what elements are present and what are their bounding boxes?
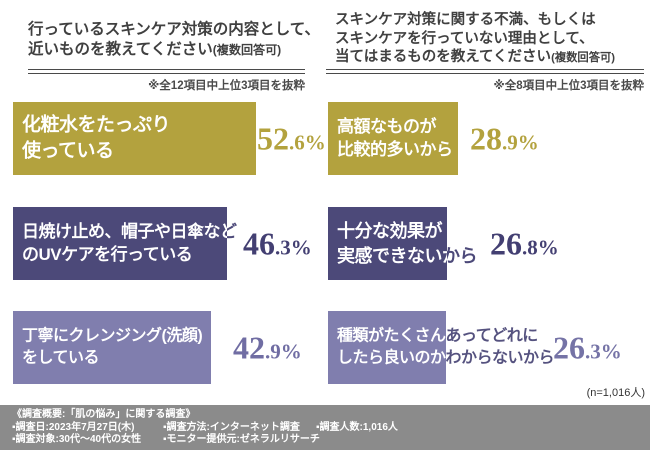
bar-row: 十分な効果が 実感できないから 26.8% [328, 207, 650, 280]
footer-item: ▪調査対象:30代〜40代の女性 [12, 434, 142, 445]
multiple-answer-note: (複数回答可) [551, 52, 616, 64]
footer-column: ▪調査日:2023年7月27日(木) ▪調査対象:30代〜40代の女性 [12, 422, 141, 446]
bar-value: 28.9% [470, 120, 539, 156]
bar [328, 207, 447, 280]
multiple-answer-note: (複数回答可) [212, 42, 282, 57]
bar-row: 日焼け止め、帽子や日傘など のUVケアを行っている 46.3% [13, 207, 328, 280]
sample-size-note: (n=1,016人) [586, 387, 645, 399]
bar [13, 311, 211, 384]
bar [13, 207, 227, 280]
bar-value: 52.6% [257, 120, 326, 156]
bar-label: 高額なものが 比較的多いから [337, 115, 453, 163]
bar [328, 311, 446, 384]
bar-label: 種類がたくさんあってどれに したら良いのかわからないから [337, 325, 554, 370]
bar [13, 102, 256, 175]
bar-label: 日焼け止め、帽子や日傘など のUVケアを行っている [22, 220, 237, 268]
bar-value: 26.8% [490, 225, 559, 261]
bar-value: 46.3% [243, 225, 312, 261]
footer-column: ▪調査方法:インターネット調査 ▪モニター提供元:ゼネラルリサーチ [163, 422, 320, 446]
survey-overview-footer: 《調査概要:「肌の悩み」に関する調査》 ▪調査日:2023年7月27日(木) ▪… [0, 405, 650, 450]
bar-value: 42.9% [233, 329, 302, 365]
footer-item: ▪調査日:2023年7月27日(木) [12, 422, 135, 433]
title-line: 近いものを教えてください(複数回答可) [28, 40, 282, 58]
left-question-title: 行っているスキンケア対策の内容として、 近いものを教えてください(複数回答可) [28, 20, 320, 60]
title-line: スキンケア対策に関する不満、もしくは [335, 12, 596, 28]
title-line: スキンケアを行っていない理由として、 [335, 30, 594, 47]
footer-item: ▪モニター提供元:ゼネラルリサーチ [163, 434, 320, 445]
footer-heading: 《調査概要:「肌の悩み」に関する調査》 [12, 409, 196, 420]
bar-row: 高額なものが 比較的多いから 28.9% [328, 102, 650, 175]
bar-label: 丁寧にクレンジング(洗顔) をしている [22, 325, 202, 370]
title-line: 行っているスキンケア対策の内容として、 [28, 21, 321, 38]
bar [328, 102, 458, 175]
left-extraction-note: ※全12項目中上位3項目を抜粋 [148, 80, 305, 92]
bar-row: 化粧水をたっぷり 使っている 52.6% [13, 102, 328, 175]
bar-row: 丁寧にクレンジング(洗顔) をしている 42.9% [13, 311, 328, 384]
bar-row: 種類がたくさんあってどれに したら良いのかわからないから 26.3% [328, 311, 650, 384]
title-line: 当てはまるものを教えてください(複数回答可) [335, 49, 616, 65]
right-extraction-note: ※全8項目中上位3項目を抜粋 [493, 80, 644, 92]
bar-label: 十分な効果が 実感できないから [337, 218, 477, 268]
bar-label: 化粧水をたっぷり 使っている [22, 112, 170, 165]
right-question-title: スキンケア対策に関する不満、もしくは スキンケアを行っていない理由として、 当て… [335, 11, 615, 68]
footer-item: ▪調査方法:インターネット調査 [163, 422, 300, 433]
footer-item: ▪調査人数:1,016人 [316, 422, 398, 433]
right-title-underline [326, 69, 644, 74]
bar-value: 26.3% [553, 329, 622, 365]
left-title-underline [28, 69, 305, 74]
footer-column: ▪調査人数:1,016人 [316, 422, 398, 434]
